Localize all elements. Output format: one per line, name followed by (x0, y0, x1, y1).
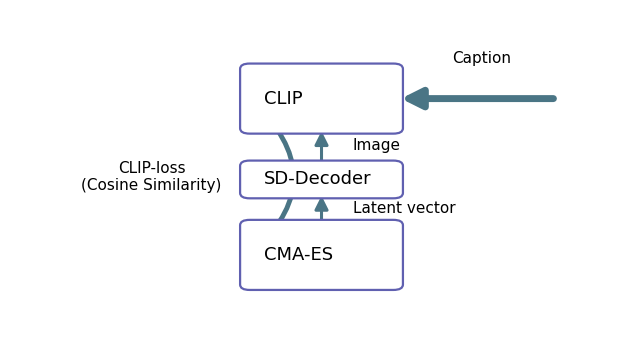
FancyBboxPatch shape (240, 64, 403, 134)
Text: Image: Image (353, 138, 400, 153)
Text: Latent vector: Latent vector (353, 201, 455, 216)
Text: CLIP: CLIP (264, 90, 303, 107)
Text: CLIP-loss
(Cosine Similarity): CLIP-loss (Cosine Similarity) (82, 161, 222, 193)
Text: Caption: Caption (452, 51, 512, 66)
FancyArrowPatch shape (252, 100, 294, 249)
FancyBboxPatch shape (240, 220, 403, 290)
Text: SD-Decoder: SD-Decoder (264, 170, 371, 188)
Text: CMA-ES: CMA-ES (264, 246, 333, 264)
FancyBboxPatch shape (240, 161, 403, 198)
